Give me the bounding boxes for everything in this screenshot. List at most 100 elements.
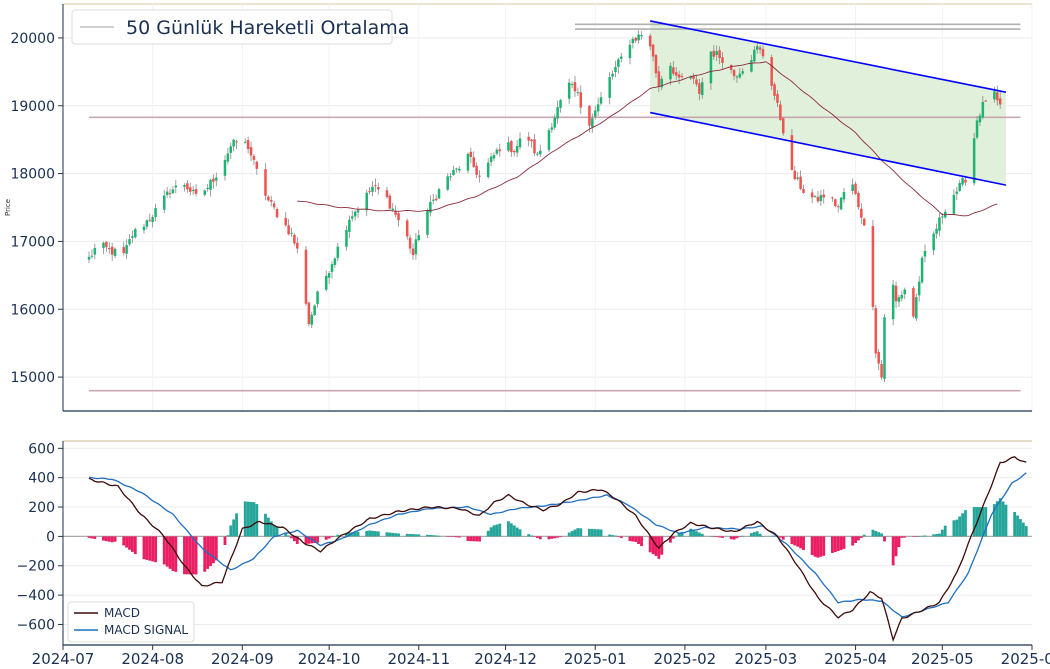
candle-body [226,153,230,162]
candle-body [721,57,724,63]
macd-histogram-bar [981,507,985,537]
candle-body [510,141,513,153]
macd-histogram-bar [576,528,580,537]
macd-histogram-bar [269,521,273,537]
candle-body [984,100,987,102]
candle-body [287,225,290,235]
candle-body [567,82,571,99]
macd-histogram-bar [654,536,658,556]
candle-body [394,210,397,215]
macd-histogram-bar [243,501,247,537]
candle-body [637,34,640,41]
candle-body [452,169,455,176]
macd-histogram-bar [1019,519,1022,537]
candle-body [145,220,149,227]
macd-histogram-bar [978,507,982,537]
macd-histogram-bar [426,534,429,537]
macd-histogram-bar [871,529,875,537]
macd-histogram-bar [718,536,722,538]
macd-legend-label: MACD [104,606,140,620]
candle-body [243,141,247,143]
macd-histogram-bar [938,533,941,537]
macd-histogram-bar [793,536,797,546]
candle-body [614,66,617,73]
candle-body [975,120,979,138]
candle-body [640,35,643,37]
macd-histogram-bar [405,533,409,537]
candle-body [122,247,125,254]
candle-body [709,51,713,84]
macd-histogram-bar [1001,501,1005,537]
candle-body [576,92,580,94]
candle-body [860,208,863,218]
candle-body [469,151,473,158]
candle-body [753,49,756,62]
candle-body [938,217,941,231]
macd-histogram-bar [292,536,296,542]
macd-histogram-bar [1013,512,1017,537]
x-tick-label: 2024-12 [474,650,537,668]
x-tick-label: 2025-03 [735,650,798,668]
candle-body [755,46,759,50]
candle-body [105,241,108,248]
macd-histogram-bar [223,536,227,545]
macd-histogram-bar [148,536,152,561]
candle-body [249,147,253,156]
candle-body [620,56,623,59]
candle-body [102,242,105,248]
macd-histogram-bar [527,534,531,537]
candle-body [981,101,985,118]
channel-fill [650,20,1006,186]
candle-body [941,216,944,218]
macd-histogram-bar [833,536,837,553]
macd-ytick-label: 600 [28,441,55,457]
macd-histogram-bar [507,521,510,537]
candle-body [695,79,698,85]
macd-histogram-bar [556,536,560,538]
price-legend-box [71,9,393,45]
candle-body [316,291,319,304]
macd-signal-line [88,472,1027,618]
macd-histogram-bar [914,536,918,537]
macd-histogram-bar [266,517,270,537]
macd-histogram-bar [732,536,736,540]
macd-histogram-bar [799,536,803,549]
candle-body [345,230,348,247]
candle-body [735,76,739,78]
candle-body [507,142,510,151]
candle-body [978,115,982,123]
candle-body [822,194,825,198]
macd-histogram-bar [168,536,172,569]
candle-body [770,57,773,86]
candle-body [275,208,279,218]
candle-body [368,190,371,192]
macd-histogram-bar [533,536,536,537]
candle-body [206,187,209,190]
candle-body [758,47,762,50]
candle-body [426,210,429,235]
x-tick-label: 2024-07 [32,650,95,668]
candle-body [648,35,652,47]
candle-body [203,190,206,195]
candle-body [489,156,493,163]
macd-histogram-bar [952,520,956,537]
candle-body [932,233,935,251]
candle-body [669,65,672,80]
macd-histogram-bar [304,536,308,545]
macd-histogram-bar [512,525,516,537]
x-tick-label: 2025-02 [654,650,717,668]
macd-histogram-bar [842,536,846,549]
candle-body [168,193,172,195]
candle-body [634,37,637,41]
macd-histogram-bar [596,529,600,537]
candle-body [235,141,238,143]
x-tick-label: 2024-11 [387,650,450,668]
macd-histogram-bar [729,536,733,540]
x-tick-label: 2025-04 [824,650,887,668]
candle-body [698,83,701,94]
candle-body [495,149,499,154]
macd-histogram-bar [955,519,959,537]
macd-histogram-bar [972,507,976,537]
candle-body [290,232,293,234]
candle-body [718,50,721,59]
